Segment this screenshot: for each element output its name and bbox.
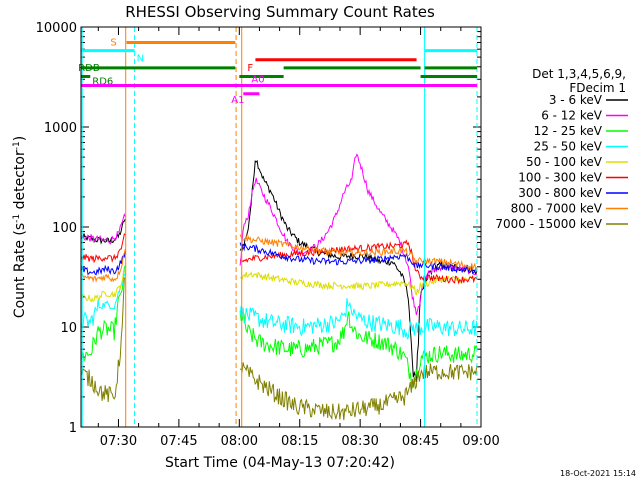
event-lines bbox=[81, 27, 478, 427]
y-axis-label-part: Count Rate (s bbox=[12, 223, 28, 318]
flag-label: RD6 bbox=[92, 76, 113, 87]
flag-label: F bbox=[247, 63, 253, 74]
chart-title: RHESSI Observing Summary Count Rates bbox=[125, 3, 435, 21]
legend-label: 300 - 800 keV bbox=[518, 186, 602, 200]
flag-label: S bbox=[110, 37, 116, 48]
x-tick-label: 07:45 bbox=[160, 434, 197, 449]
y-tick-label: 1 bbox=[69, 421, 77, 436]
legend-label: 3 - 6 keV bbox=[549, 93, 603, 107]
legend-label: 100 - 300 keV bbox=[518, 171, 602, 185]
flag-label: N bbox=[137, 54, 144, 65]
legend-header: FDecim 1 bbox=[569, 81, 626, 95]
legend-header: Det 1,3,4,5,6,9, bbox=[532, 67, 626, 81]
plot-frame bbox=[80, 26, 482, 428]
y-axis-label-sup: -1 bbox=[12, 141, 22, 150]
flag-label: A1 bbox=[231, 95, 244, 106]
y-tick-label: 10 bbox=[60, 321, 77, 336]
y-tick-label: 1000 bbox=[44, 121, 77, 136]
x-tick-label: 09:00 bbox=[462, 434, 499, 449]
x-tick-label: 07:30 bbox=[100, 434, 137, 449]
legend-label: 12 - 25 keV bbox=[534, 124, 603, 138]
y-tick-label: 100 bbox=[52, 221, 77, 236]
flag-label: RDB bbox=[78, 63, 100, 74]
series-line-7 bbox=[81, 234, 478, 283]
x-tick-label: 08:45 bbox=[402, 434, 439, 449]
flag-label: A0 bbox=[251, 75, 264, 86]
series-line-6 bbox=[81, 242, 478, 276]
y-tick-label: 10000 bbox=[36, 21, 77, 36]
y-axis-label-sup: -1 bbox=[12, 214, 22, 223]
series-line-1 bbox=[81, 153, 478, 316]
x-tick-label: 08:15 bbox=[281, 434, 318, 449]
series-line-4 bbox=[81, 270, 478, 303]
x-tick-label: 08:00 bbox=[221, 434, 258, 449]
legend: Det 1,3,4,5,6,9,FDecim 13 - 6 keV 6 - 12 … bbox=[495, 67, 628, 231]
y-axis-label: Count Rate (s-1 detector-1) bbox=[12, 136, 28, 318]
series-line-2 bbox=[81, 265, 478, 390]
flag-bars: S N F RDB RD6 A0 A1 bbox=[78, 37, 477, 106]
x-axis-label: Start Time (04-May-13 07:20:42) bbox=[165, 455, 395, 471]
legend-label: 25 - 50 keV bbox=[534, 140, 603, 154]
series-lines bbox=[81, 153, 478, 421]
series-line-8 bbox=[81, 277, 478, 421]
legend-label: 7000 - 15000 keV bbox=[495, 217, 602, 231]
series-line-3 bbox=[81, 272, 478, 340]
legend-label: 50 - 100 keV bbox=[526, 155, 603, 169]
footer-timestamp: 18-Oct-2021 15:14 bbox=[560, 469, 636, 478]
y-axis-label-part: detector bbox=[12, 150, 28, 214]
legend-label: 800 - 7000 keV bbox=[511, 202, 603, 216]
y-axis-label-part: ) bbox=[12, 136, 28, 141]
legend-label: 6 - 12 keV bbox=[541, 109, 603, 123]
x-tick-label: 08:30 bbox=[341, 434, 378, 449]
